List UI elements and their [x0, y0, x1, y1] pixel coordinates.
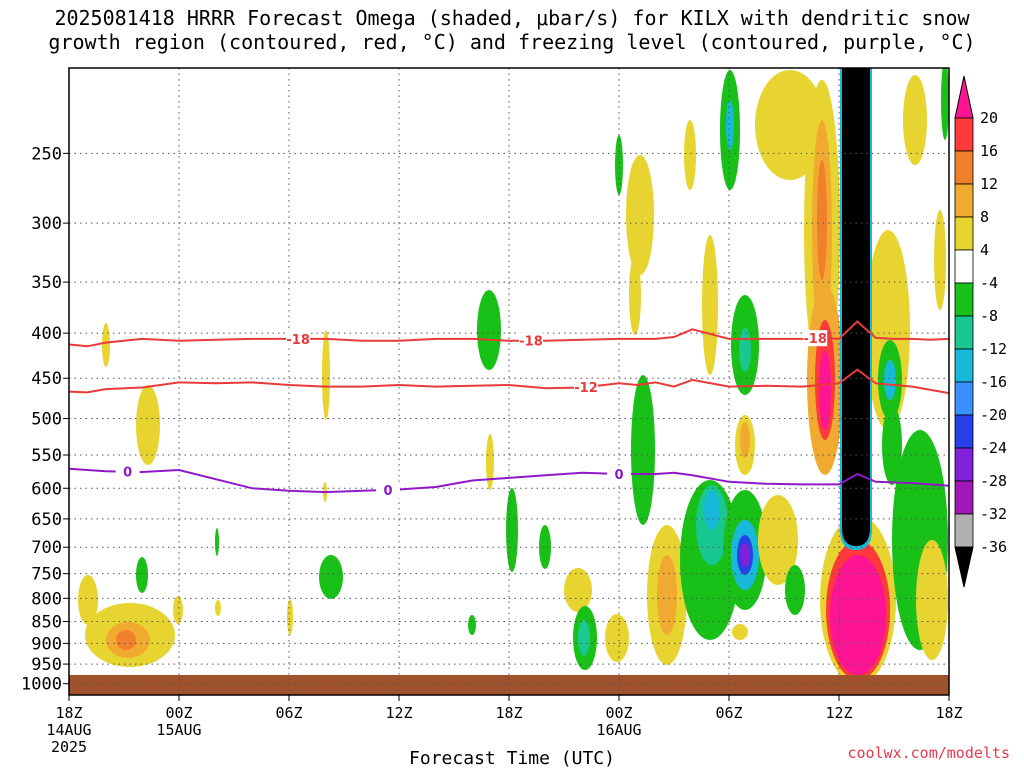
pressure-tick-label: 400: [31, 324, 62, 344]
colorbar-label: -4: [980, 274, 998, 292]
pressure-tick-label: 850: [31, 613, 62, 633]
colorbar-arrow-bottom: [954, 546, 974, 588]
colorbar-label: 12: [980, 175, 998, 193]
colorbar-segment: [954, 249, 974, 284]
time-tick-label: 06Z: [275, 704, 302, 722]
contour-label-bg: [115, 463, 140, 480]
pressure-tick-label: 900: [31, 634, 62, 654]
time-tick-label: 18Z: [935, 704, 962, 722]
time-tick-label: 18Z: [55, 704, 82, 722]
colorbar-segment: [954, 282, 974, 317]
colorbar-label: -20: [980, 406, 1007, 424]
time-tick-label: 18Z: [495, 704, 522, 722]
time-tick-label: 00Z: [165, 704, 192, 722]
chart-title: 2025081418 HRRR Forecast Omega (shaded, …: [0, 6, 1024, 54]
colorbar-label: -28: [980, 472, 1007, 490]
time-tick-label: 06Z: [715, 704, 742, 722]
time-tick-label: 12Z: [825, 704, 852, 722]
colorbar-label: 8: [980, 208, 989, 226]
colorbar-segment: [954, 513, 974, 548]
contour-label-bg: [803, 330, 828, 347]
title-line-2: growth region (contoured, red, °C) and f…: [48, 30, 976, 54]
contour-lines: -18 -18 -18 -12 0 0 0: [69, 320, 949, 499]
colorbar-label: 20: [980, 109, 998, 127]
pressure-tick-label: 600: [31, 479, 62, 499]
contour-label-bg: [574, 379, 598, 396]
contour-label: -12: [574, 381, 598, 396]
time-tick-label: 14AUG: [46, 721, 91, 739]
colorbar-label: -24: [980, 439, 1007, 457]
pressure-tick-label: 1000: [21, 675, 62, 695]
contour--18-line: [69, 320, 949, 348]
pressure-tick-label: 450: [31, 369, 62, 389]
pressure-tick-label: 500: [31, 410, 62, 430]
colorbar-label: -12: [980, 340, 1007, 358]
colorbar-label: -16: [980, 373, 1007, 391]
contour-label-bg: [607, 465, 631, 482]
contour-label: 0: [383, 484, 392, 499]
pressure-tick-label: 250: [31, 144, 62, 164]
contour-0-line: [69, 467, 949, 494]
time-tick-label: 00Z: [605, 704, 632, 722]
contour-label: -18: [519, 335, 543, 350]
pressure-tick-label: 300: [31, 214, 62, 234]
pressure-tick-label: 950: [31, 655, 62, 675]
omega-shading: [78, 68, 949, 685]
colorbar-label: -8: [980, 307, 998, 325]
contour-label: -18: [803, 332, 827, 347]
credit-link[interactable]: coolwx.com/modelts: [847, 744, 1010, 762]
colorbar-label: 4: [980, 241, 989, 259]
colorbar-segment: [954, 183, 974, 218]
colorbar-segment: [954, 150, 974, 185]
colorbar-segment: [954, 216, 974, 251]
pressure-tick-label: 550: [31, 446, 62, 466]
colorbar: 20 16 12 8 4 -4 -8 -12 -16 -20 -24 -28 -32 -36: [954, 75, 1007, 588]
time-tick-label: 2025: [51, 738, 87, 756]
contour-label-bg: [376, 481, 400, 498]
pressure-tick-label: 800: [31, 589, 62, 609]
contour--12-line: [69, 368, 949, 395]
time-tick-label: 12Z: [385, 704, 412, 722]
contour-label: 0: [123, 466, 132, 481]
colorbar-segment: [954, 480, 974, 515]
colorbar-segment: [954, 348, 974, 383]
colorbar-label: -32: [980, 505, 1007, 523]
colorbar-segment: [954, 315, 974, 350]
contour-label: 0: [614, 468, 623, 483]
title-line-1: 2025081418 HRRR Forecast Omega (shaded, …: [54, 6, 970, 30]
colorbar-label: -36: [980, 538, 1007, 556]
contour-label-bg: [519, 332, 543, 349]
pressure-tick-label: 750: [31, 565, 62, 585]
pressure-tick-label: 650: [31, 510, 62, 530]
pressure-tick-label: 700: [31, 538, 62, 558]
plot-frame: [68, 67, 950, 696]
pressure-axis: 2503003504004505005506006507007508008509…: [21, 144, 69, 695]
colorbar-segment: [954, 414, 974, 449]
contour-label: -18: [286, 333, 310, 348]
colorbar-segment: [954, 117, 974, 152]
time-tick-label: 15AUG: [156, 721, 201, 739]
colorbar-segment: [954, 381, 974, 416]
pressure-tick-label: 350: [31, 273, 62, 293]
colorbar-arrow-top: [954, 75, 974, 119]
contour-label-bg: [286, 330, 311, 347]
colorbar-label: 16: [980, 142, 998, 160]
colorbar-segment: [954, 447, 974, 482]
x-axis-label: Forecast Time (UTC): [409, 748, 615, 769]
time-tick-label: 16AUG: [596, 721, 641, 739]
